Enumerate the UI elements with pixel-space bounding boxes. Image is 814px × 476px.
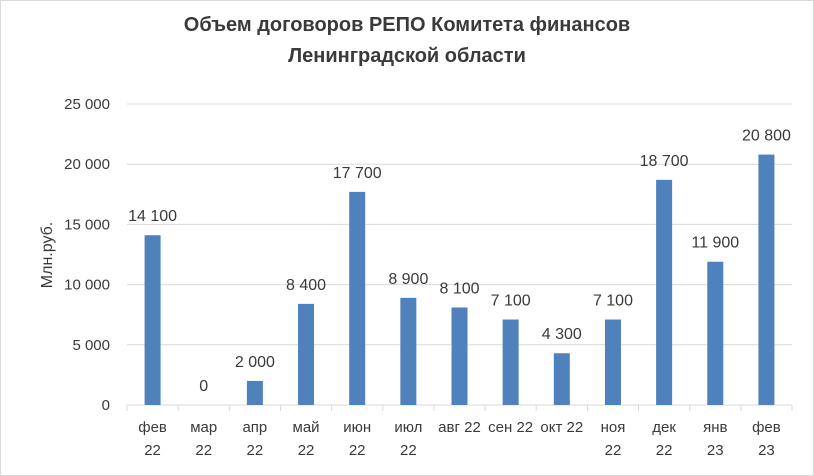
bar <box>502 319 519 405</box>
chart-title-line-2: Ленинградской области <box>288 45 526 67</box>
x-tick-label: сен 22 <box>488 419 533 436</box>
x-tick-label: фев 22 <box>138 419 167 459</box>
y-tick-label: 10 000 <box>64 277 110 294</box>
x-tick-label: янв 23 <box>703 419 727 459</box>
gridlines <box>126 103 793 411</box>
data-label: 8 900 <box>388 271 428 288</box>
bar <box>656 179 673 405</box>
chart-title: Объем договоров РЕПО Комитета финансов Л… <box>0 10 814 72</box>
data-label: 7 100 <box>491 293 531 310</box>
x-tick-label: фев 23 <box>752 419 781 459</box>
bar <box>707 261 724 405</box>
bar <box>553 353 570 405</box>
y-tick-label: 0 <box>102 397 110 414</box>
x-tick-label: авг 22 <box>438 419 481 436</box>
data-label: 2 000 <box>235 354 275 371</box>
bar <box>400 297 417 405</box>
data-label: 11 900 <box>691 235 739 252</box>
y-tick-label: 20 000 <box>64 156 110 173</box>
data-label: 0 <box>199 378 208 395</box>
data-label: 8 400 <box>286 277 326 294</box>
bar <box>298 303 315 405</box>
x-axis-ticks: фев 22 мар 22 апр 22 май 22 июн 22 июл 22 авг 22 сен … <box>138 419 781 459</box>
data-label: 18 700 <box>640 153 689 170</box>
y-axis-label: Млн.руб. <box>39 222 56 288</box>
bar <box>246 380 263 405</box>
x-tick-label: окт 22 <box>540 419 583 436</box>
y-axis-ticks: 0 5 000 10 000 15 000 20 000 25 000 <box>64 96 110 414</box>
y-tick-label: 5 000 <box>72 337 110 354</box>
bar <box>758 154 775 405</box>
x-tick-label: май 22 <box>293 419 320 459</box>
data-label: 20 800 <box>742 128 791 145</box>
data-label: 14 100 <box>128 208 177 225</box>
x-tick-label: ноя 22 <box>601 419 626 459</box>
bars <box>144 154 775 405</box>
data-label: 7 100 <box>593 293 633 310</box>
data-label: 4 300 <box>542 326 582 343</box>
x-tick-label: июл 22 <box>394 419 422 459</box>
x-tick-label: апр 22 <box>242 419 267 459</box>
chart-title-line-1: Объем договоров РЕПО Комитета финансов <box>183 14 631 36</box>
x-tick-label: дек 22 <box>652 419 676 459</box>
x-tick-label: июн 22 <box>343 419 371 459</box>
bar <box>144 235 161 405</box>
bar <box>349 191 366 405</box>
y-tick-label: 15 000 <box>64 216 110 233</box>
bar <box>451 307 468 405</box>
data-label: 8 100 <box>439 280 479 297</box>
bar <box>604 319 621 405</box>
data-labels: 14 100 0 2 000 8 400 17 700 8 900 8 100 7 100 4 … <box>128 128 791 395</box>
data-label: 17 700 <box>333 165 382 182</box>
y-tick-label: 25 000 <box>64 96 110 113</box>
x-tick-label: мар 22 <box>190 419 217 459</box>
